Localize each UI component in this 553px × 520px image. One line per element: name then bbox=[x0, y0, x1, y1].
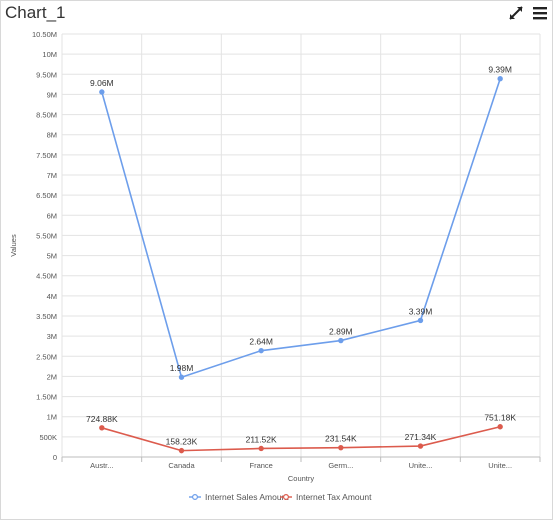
hamburger-menu-icon[interactable] bbox=[532, 5, 548, 21]
series-line bbox=[101, 78, 501, 379]
data-point bbox=[338, 444, 344, 451]
data-point bbox=[178, 447, 185, 454]
x-axis-title: Country bbox=[288, 474, 315, 483]
data-label: 751.18K bbox=[484, 413, 516, 423]
x-tick-label: Unite... bbox=[488, 461, 512, 470]
y-tick-label: 500K bbox=[39, 433, 57, 442]
y-tick-label: 10M bbox=[42, 50, 57, 59]
data-label: 2.89M bbox=[329, 327, 353, 337]
legend-marker-point bbox=[192, 494, 199, 501]
data-label: 231.54K bbox=[325, 434, 357, 444]
y-tick-label: 10.50M bbox=[32, 30, 57, 39]
y-tick-label: 9.50M bbox=[36, 70, 57, 79]
data-point bbox=[497, 76, 503, 82]
y-tick-label: 5.50M bbox=[36, 231, 57, 240]
y-tick-label: 1M bbox=[47, 413, 57, 422]
y-tick-label: 4M bbox=[47, 292, 57, 301]
data-point bbox=[417, 443, 424, 449]
data-point bbox=[258, 347, 264, 354]
data-point bbox=[99, 89, 105, 95]
y-tick-label: 8.50M bbox=[36, 111, 57, 120]
y-tick-label: 8M bbox=[47, 131, 57, 140]
legend-label: Internet Sales Amount bbox=[205, 492, 289, 502]
y-tick-label: 1.50M bbox=[36, 393, 57, 402]
data-label: 3.39M bbox=[409, 306, 433, 316]
data-point bbox=[99, 425, 105, 431]
x-tick-label: Unite... bbox=[409, 461, 433, 470]
data-label: 271.34K bbox=[405, 432, 437, 442]
data-label: 1.98M bbox=[170, 363, 194, 373]
x-tick-label: France bbox=[249, 461, 272, 470]
data-point bbox=[338, 337, 344, 344]
data-point bbox=[497, 424, 503, 430]
chart-toolbar bbox=[508, 5, 548, 21]
x-tick-label: Canada bbox=[168, 461, 195, 470]
data-label: 724.88K bbox=[86, 414, 118, 424]
data-label: 2.64M bbox=[249, 337, 273, 347]
series-line bbox=[101, 425, 501, 452]
y-tick-label: 7M bbox=[47, 171, 57, 180]
data-label: 158.23K bbox=[166, 437, 198, 447]
data-label: 9.39M bbox=[488, 65, 512, 75]
y-tick-label: 3M bbox=[47, 332, 57, 341]
y-axis-title: Values bbox=[9, 234, 18, 257]
y-tick-label: 0 bbox=[53, 453, 57, 462]
y-tick-label: 5M bbox=[47, 252, 57, 261]
legend-marker-point bbox=[283, 494, 290, 501]
y-tick-label: 6.50M bbox=[36, 191, 57, 200]
data-point bbox=[178, 374, 185, 380]
y-tick-label: 2.50M bbox=[36, 352, 57, 361]
data-point bbox=[258, 445, 264, 452]
data-point bbox=[417, 317, 424, 324]
y-tick-label: 2M bbox=[47, 372, 57, 381]
x-tick-label: Germ... bbox=[328, 461, 353, 470]
data-label: 9.06M bbox=[90, 78, 114, 88]
y-tick-label: 6M bbox=[47, 211, 57, 220]
chart-title: Chart_1 bbox=[5, 3, 66, 22]
y-tick-label: 7.50M bbox=[36, 151, 57, 160]
legend-label: Internet Tax Amount bbox=[296, 492, 372, 502]
y-tick-label: 9M bbox=[47, 90, 57, 99]
data-label: 211.52K bbox=[246, 434, 277, 444]
x-tick-label: Austr... bbox=[90, 461, 113, 470]
y-tick-label: 3.50M bbox=[36, 312, 57, 321]
y-tick-label: 4.50M bbox=[36, 272, 57, 281]
expand-icon[interactable] bbox=[508, 5, 524, 21]
